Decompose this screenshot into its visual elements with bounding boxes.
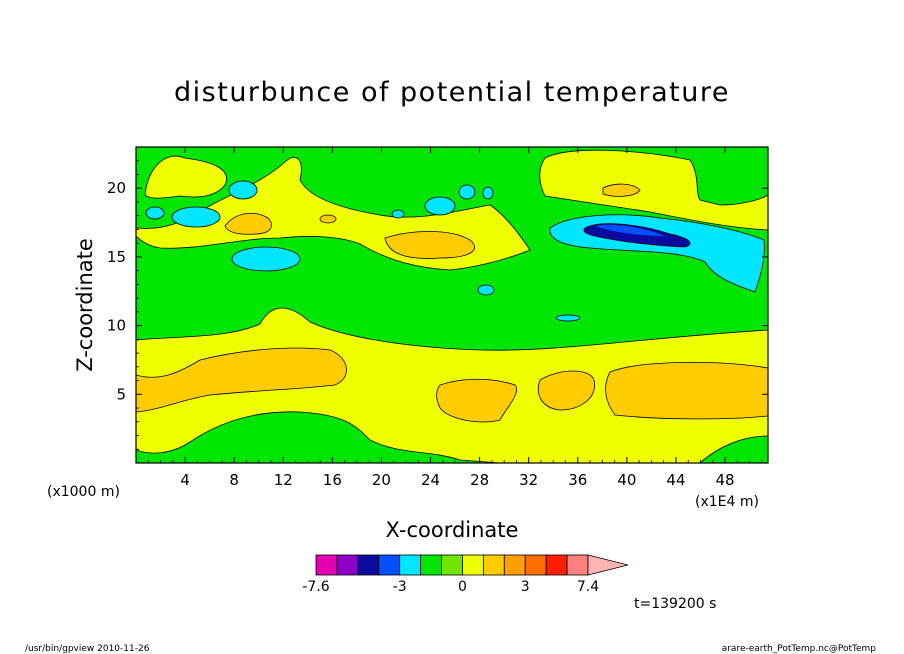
colorbar: -7.6 -3 0 3 7.4 bbox=[302, 554, 629, 595]
x-tick-label: 8 bbox=[229, 471, 239, 489]
colorbar-tick-label: 0 bbox=[458, 579, 467, 595]
plot-frame bbox=[135, 146, 769, 464]
x-tick-label: 24 bbox=[421, 471, 440, 489]
contour-cyan-6 bbox=[458, 184, 476, 200]
x-tick-label: 28 bbox=[470, 471, 489, 489]
contour-orange-right bbox=[605, 362, 768, 420]
contour-cyan-4 bbox=[231, 246, 301, 272]
colorbar-box bbox=[315, 554, 338, 576]
contour-cyan-5 bbox=[424, 196, 456, 216]
colorbar-box bbox=[357, 554, 380, 576]
x-tick-label: 40 bbox=[617, 471, 636, 489]
colorbar-box bbox=[545, 554, 568, 576]
colorbar-box bbox=[399, 554, 422, 576]
contour-yellow-top-right bbox=[539, 149, 768, 231]
time-label: t=139200 s bbox=[634, 596, 716, 612]
colorbar-tick-label: -7.6 bbox=[302, 579, 329, 595]
contour-cyan-8 bbox=[391, 209, 405, 219]
contour-orange-upper-left bbox=[224, 212, 272, 235]
x-tick-label: 44 bbox=[666, 471, 685, 489]
x-tick-label: 32 bbox=[519, 471, 538, 489]
x-scale-label: (x1E4 m) bbox=[695, 494, 759, 510]
y-tick-label: 10 bbox=[107, 317, 126, 335]
x-tick-label: 4 bbox=[180, 471, 190, 489]
contour-orange-left bbox=[136, 347, 347, 413]
contour-orange-small bbox=[319, 214, 337, 224]
x-tick-label: 16 bbox=[323, 471, 342, 489]
contour-cyan-2 bbox=[171, 206, 221, 228]
y-tick-label: 15 bbox=[107, 248, 126, 266]
y-tick-label: 20 bbox=[107, 179, 126, 197]
footer-left: /usr/bin/gpview 2010-11-26 bbox=[25, 644, 150, 654]
contour-orange-upper-center bbox=[384, 231, 475, 259]
colorbar-box bbox=[336, 554, 359, 576]
colorbar-box bbox=[378, 554, 401, 576]
contour-orange-x36 bbox=[537, 370, 595, 411]
contour-cyan-10 bbox=[555, 314, 581, 322]
chart-title: disturbunce of potential temperature bbox=[174, 77, 730, 108]
x-axis: 4 8 12 16 20 24 28 32 36 40 44 48 bbox=[147, 147, 763, 489]
colorbar-arrow bbox=[587, 554, 629, 576]
contour-orange-center bbox=[436, 378, 517, 423]
footer-right: arare-earth_PotTemp.nc@PotTemp bbox=[722, 644, 877, 654]
colorbar-box bbox=[441, 554, 463, 576]
contour-yellow-top-left bbox=[144, 155, 227, 199]
contour-cyan-7 bbox=[482, 186, 494, 200]
x-tick-label: 12 bbox=[274, 471, 293, 489]
plot-area bbox=[135, 146, 769, 464]
colorbar-tick-label: -3 bbox=[393, 579, 407, 595]
colorbar-box bbox=[482, 554, 505, 576]
colorbar-tick-label: 3 bbox=[521, 579, 530, 595]
colorbar-box bbox=[462, 554, 484, 576]
colorbar-box bbox=[420, 554, 442, 576]
contour-cyan-1 bbox=[228, 180, 258, 200]
colorbar-box bbox=[566, 554, 589, 576]
x-axis-label: X-coordinate bbox=[386, 518, 519, 542]
y-axis-label: Z-coordinate bbox=[73, 238, 97, 372]
x-tick-label: 20 bbox=[372, 471, 391, 489]
colorbar-box bbox=[524, 554, 547, 576]
x-unit-label: (x1000 m) bbox=[47, 484, 120, 500]
contour-blue-inner bbox=[595, 224, 665, 236]
x-tick-label: 36 bbox=[568, 471, 587, 489]
contour-cyan-9 bbox=[477, 284, 495, 296]
contour-cyan-3 bbox=[145, 206, 165, 220]
y-axis: 5 10 15 20 bbox=[107, 160, 768, 450]
x-tick-label: 48 bbox=[716, 471, 735, 489]
contour-orange-upper-right bbox=[602, 183, 641, 197]
y-tick-label: 5 bbox=[116, 385, 126, 403]
colorbar-tick-label: 7.4 bbox=[577, 579, 599, 595]
colorbar-box bbox=[503, 554, 526, 576]
